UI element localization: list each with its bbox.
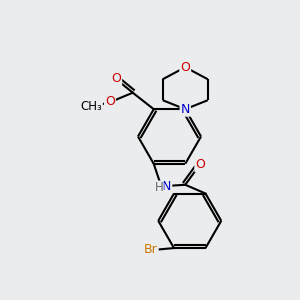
Text: Br: Br: [144, 243, 158, 256]
Text: O: O: [195, 158, 205, 171]
Text: O: O: [111, 72, 121, 85]
Text: O: O: [180, 61, 190, 74]
Text: N: N: [181, 103, 190, 116]
Text: CH₃: CH₃: [80, 100, 102, 113]
Text: H: H: [154, 181, 163, 194]
Text: O: O: [105, 95, 115, 108]
Text: N: N: [162, 180, 171, 193]
